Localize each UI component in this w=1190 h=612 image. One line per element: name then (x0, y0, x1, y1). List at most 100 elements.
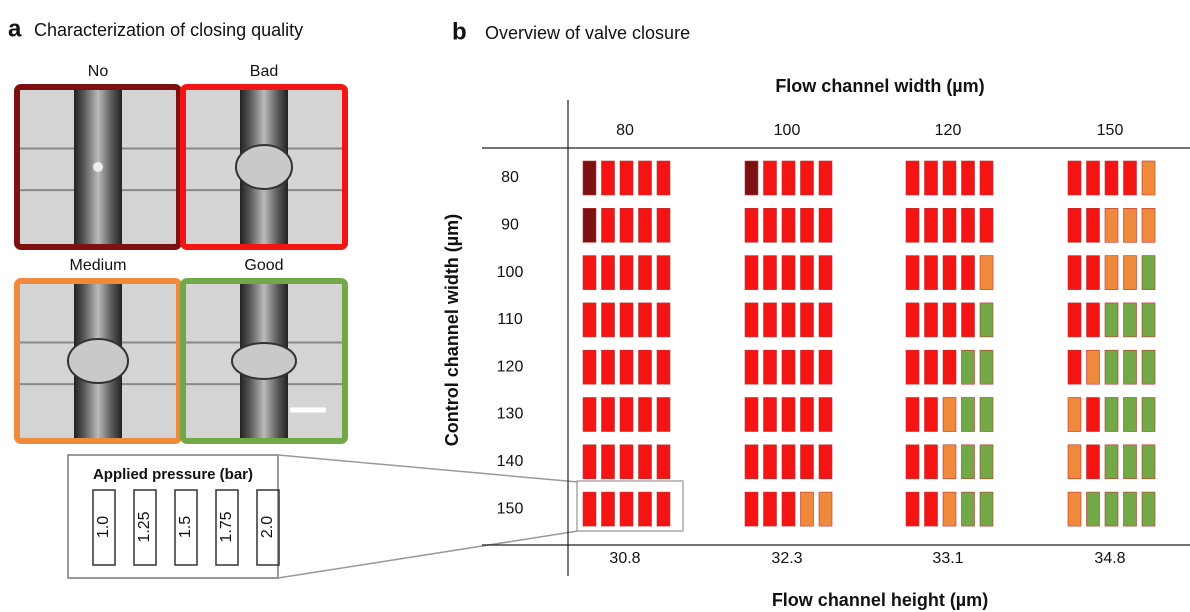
valve-cell (602, 303, 615, 337)
callout-line (278, 455, 578, 482)
valve-cell (1068, 161, 1081, 195)
valve-cell (1068, 492, 1081, 526)
valve-cell (583, 208, 596, 242)
valve-cell (906, 445, 919, 479)
valve-cell (801, 256, 814, 290)
valve-cell (925, 303, 938, 337)
valve-cell (620, 445, 633, 479)
valve-cell (906, 492, 919, 526)
valve-cell (1105, 398, 1118, 432)
valve-cell (801, 161, 814, 195)
valve-cell (602, 445, 615, 479)
column-label: 100 (774, 122, 801, 139)
micrograph: Bad (183, 63, 345, 247)
valve-cell (764, 492, 777, 526)
valve-cell (819, 303, 832, 337)
valve-cell (782, 492, 795, 526)
height-label: 34.8 (1094, 550, 1125, 567)
valve-cell (962, 350, 975, 384)
valve-cell (1068, 208, 1081, 242)
valve-cell (1068, 256, 1081, 290)
valve-cell (1087, 492, 1100, 526)
valve-cell (1142, 208, 1155, 242)
valve-cell (657, 161, 670, 195)
pressure-label: 1.75 (218, 511, 235, 542)
valve-cell (745, 350, 758, 384)
valve-cell (782, 350, 795, 384)
valve-cell (583, 350, 596, 384)
y-title: Control channel width (µm) (442, 214, 462, 446)
valve-cell (925, 256, 938, 290)
valve-cell (620, 208, 633, 242)
valve-cell (943, 492, 956, 526)
valve-cell (801, 445, 814, 479)
row-label: 80 (501, 169, 519, 186)
valve-cell (639, 303, 652, 337)
valve-cell (801, 208, 814, 242)
valve-cell (925, 445, 938, 479)
row-label: 140 (497, 453, 524, 470)
valve-cell (639, 398, 652, 432)
valve-cell (1087, 256, 1100, 290)
quality-label: No (88, 63, 109, 80)
valve-cell (782, 445, 795, 479)
valve-cell (745, 208, 758, 242)
valve-cell (764, 256, 777, 290)
valve-cell (745, 303, 758, 337)
valve-cell (602, 161, 615, 195)
pressures: 1.01.251.51.752.0 (93, 490, 279, 565)
micrograph: Medium (17, 257, 179, 441)
valve-cell (943, 350, 956, 384)
valve-cell (639, 208, 652, 242)
row-label: 110 (497, 311, 523, 328)
valve (232, 343, 296, 379)
panel-label: a (8, 15, 22, 42)
valve-cell (745, 256, 758, 290)
height-label: 32.3 (771, 550, 802, 567)
valve-cell (980, 492, 993, 526)
valve-cell (819, 398, 832, 432)
valve-cell (1087, 398, 1100, 432)
valve-cell (980, 161, 993, 195)
valve-cell (657, 303, 670, 337)
valve-cell (620, 256, 633, 290)
valve-cell (583, 492, 596, 526)
valve-cell (819, 445, 832, 479)
valve-cell (980, 350, 993, 384)
column-label: 80 (616, 122, 634, 139)
valve-cell (962, 161, 975, 195)
valve-cell (1124, 208, 1137, 242)
valve-cell (764, 161, 777, 195)
pressure-label: 2.0 (259, 516, 276, 538)
row-label: 90 (501, 217, 519, 234)
quality-label: Medium (70, 257, 127, 274)
valve-cell (962, 208, 975, 242)
valve-cell (639, 350, 652, 384)
valve-cell (620, 303, 633, 337)
valve-cell (962, 303, 975, 337)
valve-cell (906, 303, 919, 337)
quality-label: Bad (250, 63, 278, 80)
valve-cell (1087, 350, 1100, 384)
valve-cell (657, 256, 670, 290)
valve-cell (583, 303, 596, 337)
valve-cell (906, 208, 919, 242)
valve-cell (980, 256, 993, 290)
valve-cell (801, 350, 814, 384)
column-label: 120 (935, 122, 962, 139)
valve-cell (602, 256, 615, 290)
valve-cell (1105, 161, 1118, 195)
valve-cell (657, 492, 670, 526)
valve-cell (980, 303, 993, 337)
pressure-label: 1.0 (95, 516, 112, 538)
valve-cell (1105, 208, 1118, 242)
valve-cell (602, 492, 615, 526)
valve-cell (925, 161, 938, 195)
valve-cell (782, 161, 795, 195)
valve-cell (980, 398, 993, 432)
valve-cell (819, 256, 832, 290)
valve-cell (925, 398, 938, 432)
valve-cell (906, 398, 919, 432)
valve-cell (620, 161, 633, 195)
